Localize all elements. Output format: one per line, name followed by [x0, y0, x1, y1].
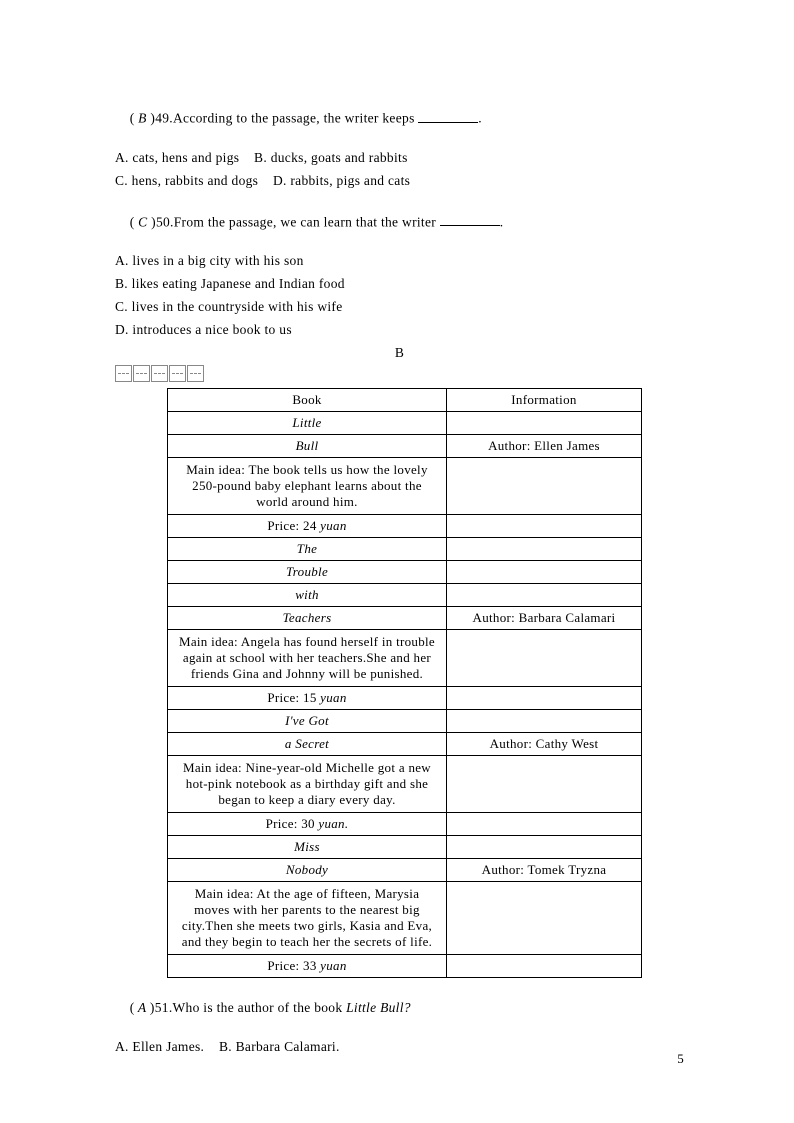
- price-pre: Price: 33: [267, 958, 320, 973]
- empty-cell: [447, 756, 642, 813]
- price-unit: yuan.: [318, 816, 348, 831]
- book3-author: Author: Cathy West: [447, 733, 642, 756]
- book4-price: Price: 33 yuan: [168, 955, 447, 978]
- book2-title-3: with: [168, 584, 447, 607]
- table-row: Trouble: [168, 561, 642, 584]
- table-row: NobodyAuthor: Tomek Tryzna: [168, 859, 642, 882]
- book3-title-2: a Secret: [168, 733, 447, 756]
- book2-price: Price: 15 yuan: [168, 687, 447, 710]
- price-pre: Price: 15: [267, 690, 320, 705]
- period: .: [478, 111, 482, 126]
- table-row: Main idea: Angela has found herself in t…: [168, 630, 642, 687]
- table-row: I've Got: [168, 710, 642, 733]
- table-row: with: [168, 584, 642, 607]
- q49-options-ab: A. cats, hens and pigs B. ducks, goats a…: [115, 150, 684, 166]
- q49-optD: D. rabbits, pigs and cats: [273, 173, 410, 188]
- table-row: TeachersAuthor: Barbara Calamari: [168, 607, 642, 630]
- table-row: Main idea: At the age of fifteen, Marysi…: [168, 882, 642, 955]
- empty-cell: [447, 882, 642, 955]
- hdr-book: Book: [168, 389, 447, 412]
- q49-optB: B. ducks, goats and rabbits: [254, 150, 408, 165]
- book2-title-1: The: [168, 538, 447, 561]
- empty-cell: [447, 955, 642, 978]
- empty-cell: [447, 813, 642, 836]
- price-unit: yuan: [320, 690, 346, 705]
- q50-optC: C. lives in the countryside with his wif…: [115, 299, 684, 315]
- q51-text: )51.Who is the author of the book: [150, 1000, 346, 1015]
- q49-optC: C. hens, rabbits and dogs: [115, 173, 258, 188]
- blank: [418, 108, 478, 123]
- q49-optA: A. cats, hens and pigs: [115, 150, 239, 165]
- table-row: Price: 33 yuan: [168, 955, 642, 978]
- book4-title-2: Nobody: [168, 859, 447, 882]
- book4-title-1: Miss: [168, 836, 447, 859]
- q51-options: A. Ellen James. B. Barbara Calamari.: [115, 1039, 684, 1055]
- price-pre: Price: 24: [267, 518, 320, 533]
- empty-cell: [447, 538, 642, 561]
- price-pre: Price: 30: [266, 816, 319, 831]
- book3-price: Price: 30 yuan.: [168, 813, 447, 836]
- table-row: Price: 15 yuan: [168, 687, 642, 710]
- q51-answer: A: [135, 1000, 150, 1015]
- empty-cell: [447, 412, 642, 435]
- price-unit: yuan: [320, 518, 346, 533]
- q50-optD: D. introduces a nice book to us: [115, 322, 684, 338]
- empty-cell: [447, 515, 642, 538]
- book1-title-2: Bull: [168, 435, 447, 458]
- q49-text: )49.According to the passage, the writer…: [150, 111, 418, 126]
- table-row: Price: 30 yuan.: [168, 813, 642, 836]
- q51-optB: B. Barbara Calamari.: [219, 1039, 340, 1054]
- empty-cell: [447, 458, 642, 515]
- book4-author: Author: Tomek Tryzna: [447, 859, 642, 882]
- table-row: Miss: [168, 836, 642, 859]
- table-row: BullAuthor: Ellen James: [168, 435, 642, 458]
- book4-main: Main idea: At the age of fifteen, Marysi…: [168, 882, 447, 955]
- book1-title-1: Little: [168, 412, 447, 435]
- book1-price: Price: 24 yuan: [168, 515, 447, 538]
- book3-title-1: I've Got: [168, 710, 447, 733]
- q51-optA: A. Ellen James.: [115, 1039, 204, 1054]
- q50-optA: A. lives in a big city with his son: [115, 253, 684, 269]
- price-unit: yuan: [320, 958, 346, 973]
- table-row: Main idea: Nine-year-old Michelle got a …: [168, 756, 642, 813]
- book1-author: Author: Ellen James: [447, 435, 642, 458]
- empty-cell: [447, 561, 642, 584]
- q51-stem: ( A )51.Who is the author of the book Li…: [115, 984, 684, 1032]
- table-row: Price: 24 yuan: [168, 515, 642, 538]
- book3-main: Main idea: Nine-year-old Michelle got a …: [168, 756, 447, 813]
- period: .: [500, 214, 504, 229]
- hdr-info: Information: [447, 389, 642, 412]
- q50-text: )50.From the passage, we can learn that …: [151, 214, 440, 229]
- q49-options-cd: C. hens, rabbits and dogs D. rabbits, pi…: [115, 173, 684, 189]
- table-row: Little: [168, 412, 642, 435]
- empty-cell: [447, 687, 642, 710]
- empty-cell: [447, 710, 642, 733]
- book1-main: Main idea: The book tells us how the lov…: [168, 458, 447, 515]
- book2-main: Main idea: Angela has found herself in t…: [168, 630, 447, 687]
- book2-title-2: Trouble: [168, 561, 447, 584]
- blank: [440, 212, 500, 227]
- q49-stem: ( B )49.According to the passage, the wr…: [115, 92, 684, 143]
- q50-stem: ( C )50.From the passage, we can learn t…: [115, 196, 684, 247]
- page-number: 5: [677, 1051, 684, 1067]
- q49-answer: B: [135, 111, 151, 126]
- q50-answer: C: [135, 214, 152, 229]
- table-row: Main idea: The book tells us how the lov…: [168, 458, 642, 515]
- book2-author: Author: Barbara Calamari: [447, 607, 642, 630]
- q51-title: Little Bull?: [346, 1000, 411, 1015]
- empty-cell: [447, 584, 642, 607]
- empty-cell: [447, 836, 642, 859]
- empty-cell: [447, 630, 642, 687]
- table-row: a SecretAuthor: Cathy West: [168, 733, 642, 756]
- table-row: BookInformation: [168, 389, 642, 412]
- placeholder-glyphs: [115, 365, 684, 386]
- q50-optB: B. likes eating Japanese and Indian food: [115, 276, 684, 292]
- section-b-heading: B: [115, 345, 684, 361]
- table-row: The: [168, 538, 642, 561]
- books-table: BookInformation Little BullAuthor: Ellen…: [167, 388, 642, 978]
- book2-title-4: Teachers: [168, 607, 447, 630]
